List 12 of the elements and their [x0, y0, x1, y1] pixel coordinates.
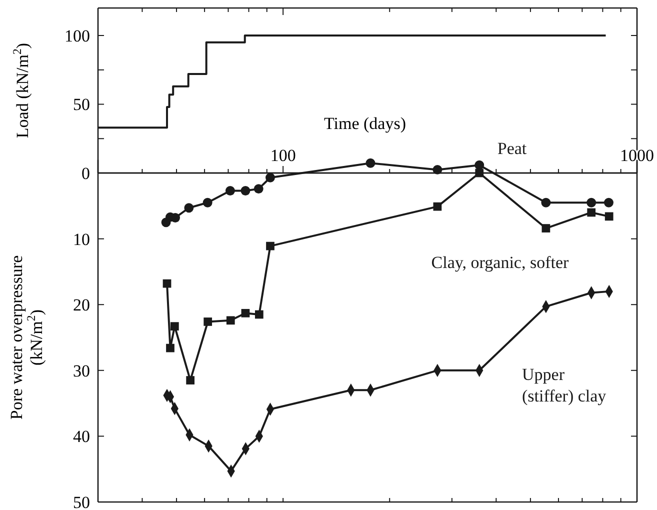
series-label: Clay, organic, softer — [431, 253, 570, 272]
y-tick-label: 50 — [73, 95, 90, 114]
y-tick-label: 20 — [73, 296, 90, 315]
y-tick-label: 0 — [82, 164, 90, 183]
y-tick-label: 10 — [73, 230, 90, 249]
y-tick-label: 50 — [73, 492, 90, 510]
y-tick-label: 40 — [73, 427, 90, 446]
y-tick-label: 100 — [64, 26, 90, 46]
x-axis-title: Time (days) — [324, 114, 406, 133]
series-label: Peat — [497, 139, 527, 158]
y-tick-label: 30 — [73, 361, 90, 380]
legend-label: Upper (stiffer) clay — [522, 365, 607, 406]
